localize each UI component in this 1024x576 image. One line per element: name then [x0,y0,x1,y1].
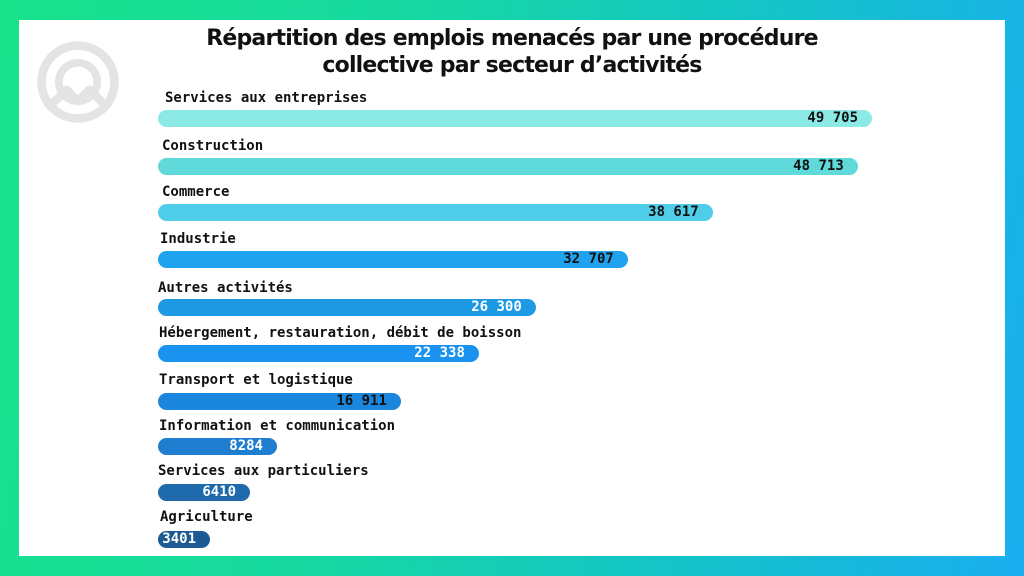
value-label: 26 300 [471,299,522,315]
value-label: 3401 [162,531,196,547]
category-label: Industrie [160,231,236,247]
category-label: Information et communication [159,418,396,434]
chart-title-line-1: Répartition des emplois menacés par une … [206,26,818,51]
category-label: Agriculture [160,509,253,525]
category-label: Hébergement, restauration, débit de bois… [159,325,522,341]
value-label: 48 713 [793,158,844,174]
value-label: 22 338 [414,345,465,361]
bar [158,110,872,127]
bar [158,484,251,501]
category-label: Services aux entreprises [165,90,368,106]
category-label: Construction [162,138,264,154]
bar [158,531,210,548]
bar [158,393,401,410]
bar [158,438,277,455]
value-label: 32 707 [563,251,614,267]
bar [158,251,628,268]
category-label: Services aux particuliers [158,463,369,479]
bar [158,299,536,316]
value-label: 6410 [202,484,237,500]
logo-icon [37,41,119,123]
bar [158,345,479,362]
value-label: 8284 [229,438,263,454]
value-label: 16 911 [336,393,387,409]
value-label: 38 617 [648,204,699,220]
chart-title-line-2: collective par secteur d’activités [322,53,702,78]
bar [158,158,858,175]
category-label: Commerce [162,184,230,200]
bar [158,204,713,221]
category-label: Transport et logistique [159,372,353,388]
value-label: 49 705 [807,110,858,126]
chart-card [19,20,1005,556]
category-label: Autres activités [158,280,293,296]
